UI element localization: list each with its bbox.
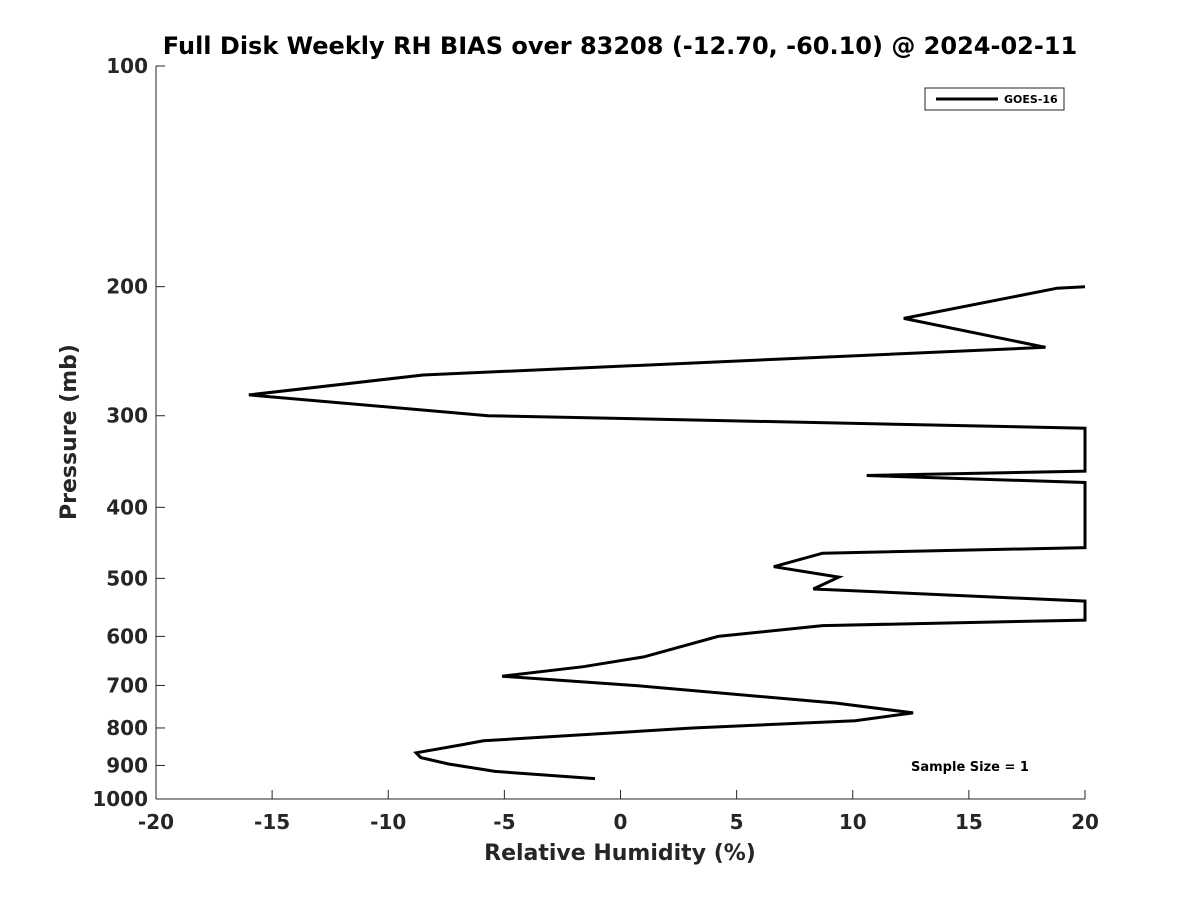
legend-label-goes-16: GOES-16 — [1004, 93, 1058, 106]
y-tick-label: 300 — [106, 404, 148, 428]
x-axis-ticks: -20 -15 -10 -5 0 5 10 15 20 — [138, 790, 1099, 834]
x-tick-label: -5 — [493, 810, 515, 834]
x-tick-label: -10 — [370, 810, 406, 834]
plot-area — [156, 66, 1085, 799]
x-tick-label: 20 — [1071, 810, 1099, 834]
x-tick-label: -15 — [254, 810, 290, 834]
x-tick-label: 5 — [730, 810, 744, 834]
sample-size-annotation: Sample Size = 1 — [911, 760, 1029, 775]
series-layer — [248, 285, 1087, 781]
y-tick-label: 400 — [106, 495, 148, 519]
y-tick-label: 200 — [106, 275, 148, 299]
y-tick-label: 1000 — [92, 787, 148, 811]
chart-title: Full Disk Weekly RH BIAS over 83208 (-12… — [163, 32, 1077, 60]
y-tick-label: 700 — [106, 673, 148, 697]
y-tick-label: 900 — [106, 753, 148, 777]
x-tick-label: -20 — [138, 810, 174, 834]
x-tick-label: 0 — [614, 810, 628, 834]
x-axis-label: Relative Humidity (%) — [484, 841, 756, 866]
y-axis-label: Pressure (mb) — [57, 344, 82, 520]
x-tick-label: 15 — [955, 810, 983, 834]
x-tick-label: 10 — [839, 810, 867, 834]
y-tick-label: 100 — [106, 54, 148, 78]
y-tick-label: 600 — [106, 624, 148, 648]
y-axis-ticks: 100 200 300 400 500 600 700 800 900 1000 — [92, 54, 165, 811]
y-tick-label: 500 — [106, 566, 148, 590]
legend: GOES-16 — [924, 87, 1065, 111]
series-line-goes-16 — [248, 285, 1087, 781]
y-tick-label: 800 — [106, 716, 148, 740]
